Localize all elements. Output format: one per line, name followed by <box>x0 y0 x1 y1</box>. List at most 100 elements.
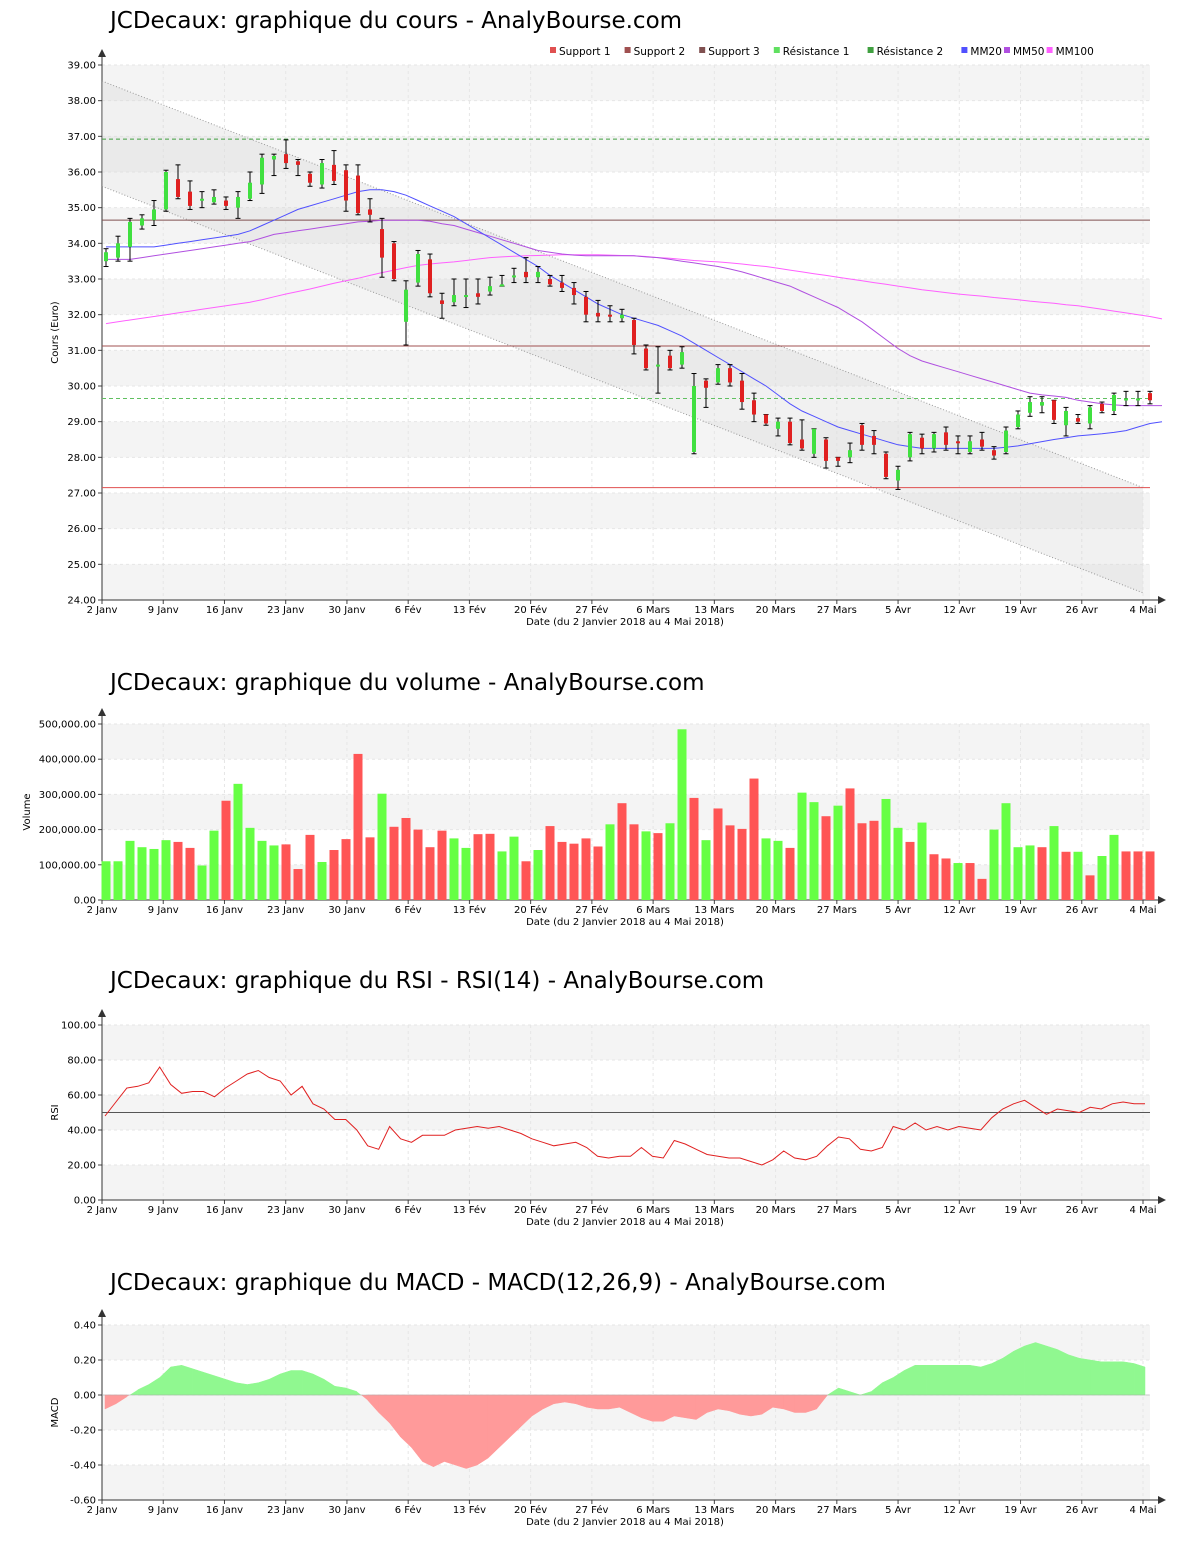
price-x-tick-label: 30 Janv <box>328 605 365 616</box>
volume-bar <box>245 827 255 900</box>
volume-bar <box>929 854 939 900</box>
macd-area-positive <box>345 1387 358 1396</box>
price-y-tick-label: 26.00 <box>67 524 96 535</box>
candle-body <box>116 243 120 258</box>
candle-body <box>272 155 276 160</box>
macd-area-positive <box>958 1365 971 1396</box>
candle-body <box>728 368 732 383</box>
volume-bar <box>761 838 771 900</box>
candle-body <box>740 380 744 403</box>
volume-bar <box>281 844 291 900</box>
volume-bar <box>713 808 723 900</box>
macd-x-tick-label: 13 Fév <box>453 1504 486 1516</box>
macd-area-negative <box>750 1394 763 1417</box>
volume-bar <box>1097 856 1107 900</box>
candle-body <box>512 275 516 278</box>
candle-body <box>320 163 324 185</box>
rsi-y-axis-arrow <box>98 1009 106 1017</box>
macd-area-positive <box>1100 1361 1113 1396</box>
volume-x-tick-label: 4 Mai <box>1129 905 1156 916</box>
macd-band <box>102 1465 1150 1500</box>
macd-area-negative <box>794 1394 806 1413</box>
candle-body <box>356 175 360 214</box>
legend-swatch <box>699 47 706 53</box>
price-x-tick-label: 19 Avr <box>1004 605 1037 616</box>
macd-area-positive <box>334 1385 347 1396</box>
volume-bar <box>917 822 927 900</box>
rsi-x-tick-label: 6 Fév <box>395 1204 422 1216</box>
macd-x-tick-label: 20 Mars <box>756 1505 796 1516</box>
price-x-tick-label: 6 Fév <box>395 604 422 616</box>
price-y-tick-label: 37.00 <box>67 132 96 143</box>
macd-area-positive <box>892 1370 905 1396</box>
candle-body <box>464 295 468 298</box>
volume-bar <box>737 828 747 900</box>
candle-body <box>572 287 576 296</box>
price-chart-title: JCDecaux: graphique du cours - AnalyBour… <box>110 8 683 34</box>
macd-area-negative <box>361 1395 368 1401</box>
candle-body <box>128 221 132 247</box>
candle-body <box>536 271 540 278</box>
candle-body <box>1112 394 1116 411</box>
volume-x-tick-label: 5 Avr <box>885 905 912 916</box>
volume-bar <box>209 830 219 900</box>
macd-y-tick-label: -0.40 <box>70 1461 96 1472</box>
volume-bar <box>1049 826 1059 900</box>
candle-body <box>296 161 300 165</box>
macd-area-positive <box>323 1378 336 1396</box>
volume-x-tick-label: 13 Mars <box>694 905 734 916</box>
legend-label: Support 1 <box>559 46 611 58</box>
macd-x-tick-label: 6 Fév <box>395 1504 422 1516</box>
price-x-tick-label: 12 Avr <box>943 605 976 616</box>
macd-area-negative <box>728 1394 741 1415</box>
candle-body <box>332 164 336 181</box>
candle-body <box>764 414 768 424</box>
legend-swatch <box>867 47 874 53</box>
volume-bar <box>617 803 627 900</box>
macd-area-positive <box>991 1357 1003 1396</box>
macd-area-positive <box>826 1387 839 1396</box>
rsi-x-tick-label: 19 Avr <box>1004 1205 1037 1216</box>
price-x-axis-title: Date (du 2 Janvier 2018 au 4 Mai 2018) <box>526 617 724 628</box>
candle-body <box>152 209 156 221</box>
price-y-axis-arrow <box>98 49 106 57</box>
volume-y-tick-label: 200,000.00 <box>39 825 96 836</box>
price-x-axis-arrow <box>1158 596 1166 604</box>
candle-body <box>992 450 996 456</box>
macd-x-tick-label: 20 Fév <box>514 1504 547 1516</box>
volume-bar <box>329 850 339 900</box>
macd-area-negative <box>564 1394 576 1405</box>
rsi-x-tick-label: 12 Avr <box>943 1205 976 1216</box>
volume-x-tick-label: 19 Avr <box>1004 905 1037 916</box>
volume-bar <box>473 834 483 900</box>
price-y-tick-label: 36.00 <box>67 168 96 179</box>
volume-bar <box>365 837 375 900</box>
volume-bar <box>161 840 171 900</box>
candle-body <box>1148 393 1152 401</box>
rsi-y-tick-label: 100.00 <box>61 1021 96 1032</box>
price-band <box>102 207 1150 244</box>
macd-area-positive <box>203 1371 215 1396</box>
volume-bar <box>1025 845 1035 900</box>
candle-body <box>836 457 840 461</box>
candle-body <box>800 439 804 449</box>
volume-bar <box>809 802 819 900</box>
candle-body <box>896 469 900 481</box>
volume-bar <box>269 845 279 900</box>
macd-x-tick-label: 23 Janv <box>267 1505 304 1516</box>
legend-label: MM50 <box>1013 46 1044 58</box>
rsi-x-tick-label: 16 Janv <box>206 1205 243 1216</box>
rsi-line <box>104 1066 1145 1166</box>
volume-bar <box>1013 847 1023 900</box>
volume-bar <box>593 846 603 900</box>
macd-area-positive <box>838 1387 850 1396</box>
rsi-x-axis-title: Date (du 2 Janvier 2018 au 4 Mai 2018) <box>526 1217 724 1228</box>
volume-x-tick-label: 2 Janv <box>87 905 118 916</box>
volume-bar <box>125 840 135 900</box>
macd-x-tick-label: 13 Mars <box>694 1505 734 1516</box>
rsi-x-tick-label: 27 Fév <box>575 1204 608 1216</box>
volume-bar <box>677 729 687 900</box>
candle-body <box>1124 398 1128 401</box>
candle-body <box>260 157 264 185</box>
macd-area-negative <box>772 1394 784 1410</box>
